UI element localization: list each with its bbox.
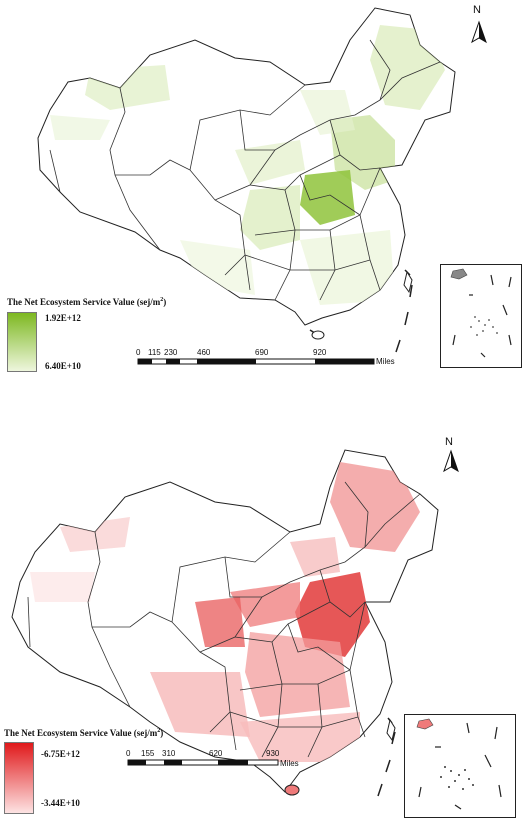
legend-min-label: 6.40E+10 bbox=[45, 361, 81, 371]
scale-bar bbox=[127, 759, 279, 766]
scale-tick: 0 bbox=[136, 348, 141, 357]
legend-min-label: -3.44E+10 bbox=[41, 798, 80, 808]
scale-tick: 930 bbox=[266, 749, 280, 758]
taiwan-island bbox=[386, 718, 396, 742]
south-china-sea-inset bbox=[440, 264, 522, 368]
scale-tick: 310 bbox=[162, 749, 176, 758]
scale-tick: 155 bbox=[141, 749, 155, 758]
hainan-island bbox=[311, 330, 325, 340]
province-boundaries bbox=[27, 481, 421, 758]
hainan-island bbox=[284, 784, 300, 796]
scale-tick: 690 bbox=[255, 348, 269, 357]
legend-title: The Net Ecosystem Service Value (sej/m2) bbox=[7, 297, 166, 307]
legend-title-sup: 2 bbox=[160, 297, 164, 303]
china-map-negative bbox=[11, 449, 459, 797]
legend-title: The Net Ecosystem Service Value (sej/m2) bbox=[4, 728, 163, 738]
scale-tick: 230 bbox=[164, 348, 178, 357]
map-panel-negative: N The Net Ecosystem Service Value (sej/m… bbox=[0, 432, 526, 822]
south-china-sea-inset bbox=[404, 714, 516, 818]
legend-title-text: The Net Ecosystem Service Value (sej/m bbox=[7, 297, 161, 307]
scale-tick: 115 bbox=[148, 348, 161, 357]
north-label: N bbox=[473, 4, 481, 16]
scale-unit: Miles bbox=[280, 759, 299, 768]
legend-title-sup: 2 bbox=[157, 728, 161, 734]
scale-bar bbox=[137, 358, 375, 365]
scale-tick: 920 bbox=[313, 348, 327, 357]
north-arrow bbox=[443, 449, 459, 473]
scale-tick: 620 bbox=[209, 749, 223, 758]
legend-max-label: -6.75E+12 bbox=[41, 749, 80, 759]
north-label: N bbox=[445, 436, 453, 448]
province-boundaries bbox=[49, 39, 441, 301]
china-map-positive bbox=[37, 7, 487, 365]
legend-title-close: ) bbox=[160, 728, 164, 738]
map-panel-positive: N The Net Ecosystem Service Value (sej/m… bbox=[0, 0, 526, 380]
legend-gradient bbox=[4, 742, 34, 814]
north-arrow bbox=[471, 20, 487, 44]
legend-max-label: 1.92E+12 bbox=[45, 313, 81, 323]
scale-tick: 0 bbox=[126, 749, 131, 758]
scale-unit: Miles bbox=[376, 357, 395, 366]
legend-title-text: The Net Ecosystem Service Value (sej/m bbox=[4, 728, 158, 738]
scale-tick: 460 bbox=[197, 348, 211, 357]
taiwan-island bbox=[403, 270, 413, 294]
legend-title-close: ) bbox=[163, 297, 167, 307]
legend-gradient bbox=[7, 312, 37, 372]
